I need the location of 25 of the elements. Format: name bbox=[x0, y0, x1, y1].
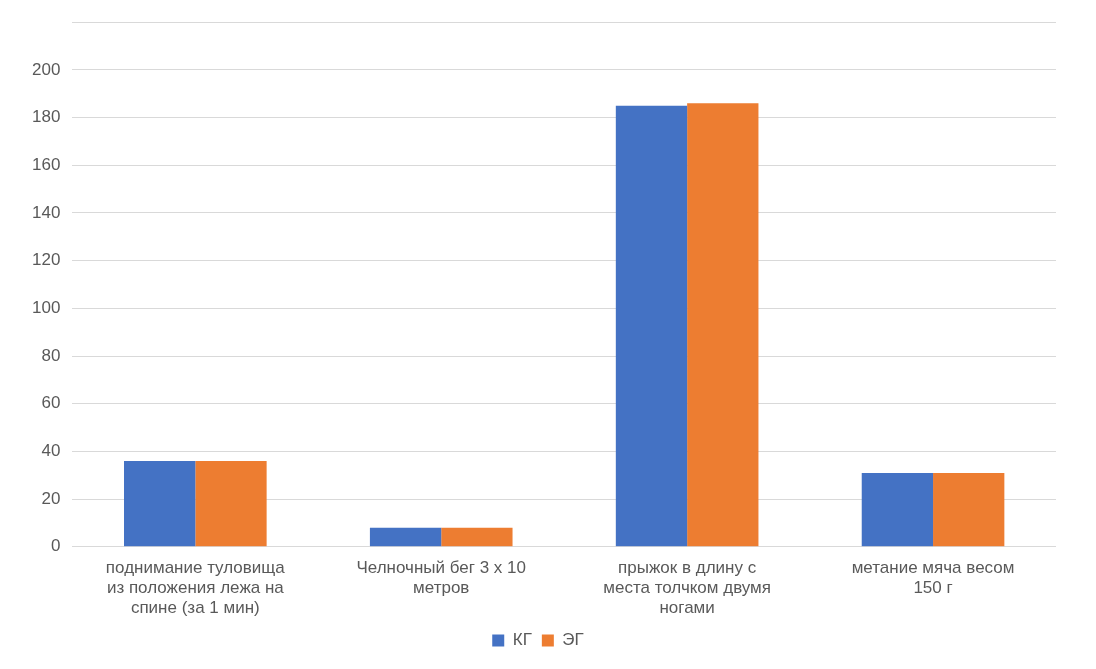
y-tick-label: 180 bbox=[31, 107, 61, 127]
bar bbox=[124, 460, 196, 547]
x-tick-label: Челночный бег 3 х 10 метров bbox=[356, 557, 526, 598]
legend-label: КГ bbox=[512, 630, 532, 650]
bar bbox=[861, 472, 934, 547]
bar bbox=[933, 472, 1005, 547]
y-tick-label: 80 bbox=[41, 345, 61, 365]
x-tick-label: прыжок в длину с места толчком двумя ногами bbox=[603, 557, 772, 618]
y-tick-label: 0 bbox=[50, 536, 61, 556]
bar bbox=[369, 527, 442, 547]
y-tick-label: 100 bbox=[31, 298, 61, 318]
bar bbox=[687, 103, 759, 547]
x-tick-label: метание мяча весом 150 г bbox=[851, 557, 1015, 598]
bar bbox=[441, 527, 513, 547]
y-tick-label: 60 bbox=[41, 393, 61, 413]
legend-label: ЭГ bbox=[562, 630, 584, 650]
y-tick-label: 40 bbox=[41, 441, 61, 461]
y-tick-label: 120 bbox=[31, 250, 61, 270]
y-tick-label: 140 bbox=[31, 202, 61, 222]
y-tick-label: 200 bbox=[31, 59, 61, 79]
y-tick-label: 20 bbox=[41, 488, 61, 508]
bar bbox=[615, 105, 688, 547]
x-tick-label: поднимание туловища из положения лежа на спине (за 1 мин) bbox=[105, 557, 286, 618]
y-tick-label: 160 bbox=[31, 154, 61, 174]
bar bbox=[195, 460, 267, 547]
